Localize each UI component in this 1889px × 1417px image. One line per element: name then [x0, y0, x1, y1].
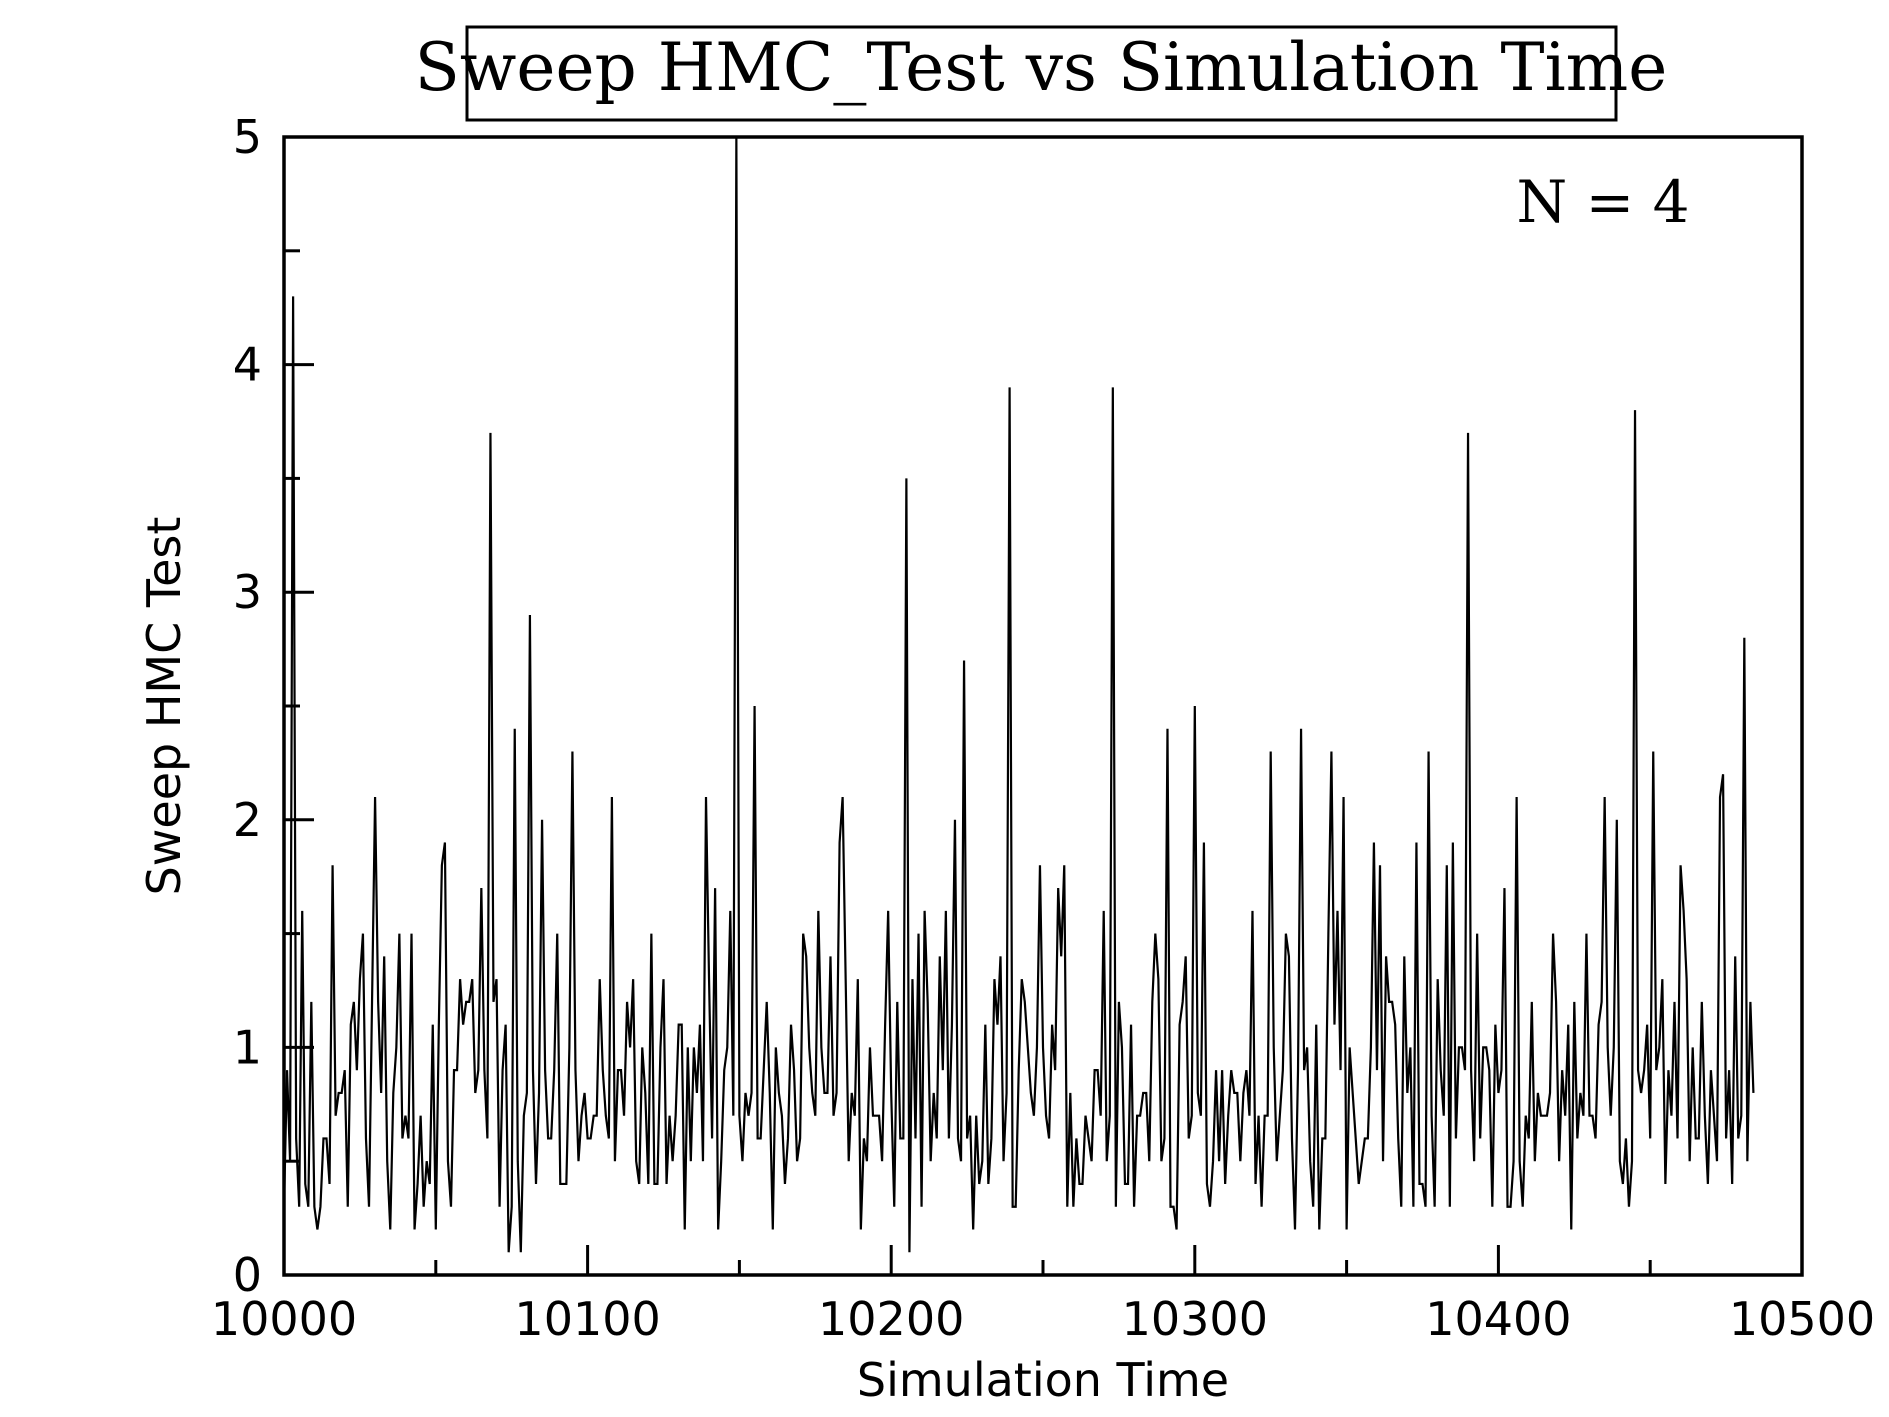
y-tick-label: 0: [233, 1248, 262, 1302]
series-line: [282, 136, 1755, 1253]
y-tick-label: 3: [233, 565, 262, 619]
y-tick-label: 4: [233, 338, 262, 392]
x-tick-label: 10200: [818, 1292, 964, 1346]
title-box: [465, 25, 1618, 122]
x-tick-label: 10000: [211, 1292, 357, 1346]
x-axis-label: Simulation Time: [857, 1353, 1229, 1407]
chart-title: Sweep HMC_Test vs Simulation Time: [415, 29, 1668, 106]
y-tick-label: 5: [233, 110, 262, 164]
n-annotation: N = 4: [1516, 168, 1689, 236]
y-tick-label: 2: [233, 793, 262, 847]
x-tick-label: 10400: [1425, 1292, 1571, 1346]
x-tick-label: 10500: [1729, 1292, 1875, 1346]
axis-tick-labels: 10000 10100 10200 10300 10400 10500 0 1 2 3 4 5: [211, 110, 1875, 1346]
x-tick-label: 10100: [514, 1292, 660, 1346]
plot-frame: [282, 135, 1804, 1277]
y-tick-label: 1: [233, 1020, 262, 1074]
x-tick-label: 10300: [1122, 1292, 1268, 1346]
y-axis-label: Sweep HMC Test: [137, 517, 191, 896]
